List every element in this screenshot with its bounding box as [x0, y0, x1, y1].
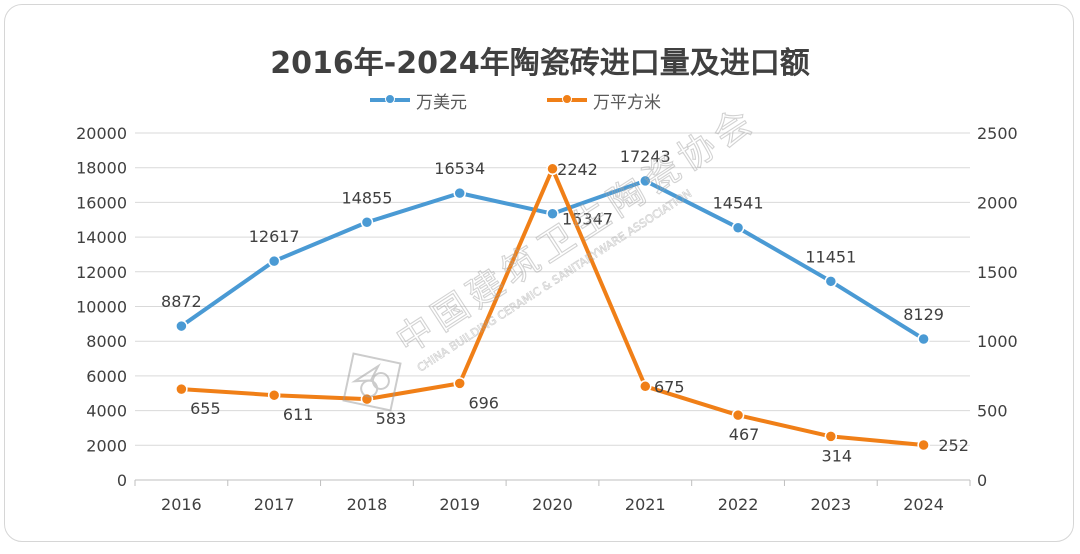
series-2-point — [917, 438, 930, 452]
y-left-tick-label: 12000 — [76, 263, 127, 282]
data-label-series-2: 655 — [190, 399, 221, 418]
legend-label-series-2: 万平方米 — [593, 92, 661, 113]
series-2-point — [639, 380, 652, 393]
series-2-point — [824, 430, 838, 443]
y-left-tick-label: 16000 — [76, 193, 127, 212]
x-tick-label: 2023 — [810, 495, 851, 514]
y-right-tick-label: 1500 — [977, 263, 1018, 282]
y-left-tick-label: 8000 — [86, 332, 127, 351]
x-tick-label: 2016 — [161, 495, 202, 514]
x-tick-label: 2019 — [439, 495, 480, 514]
data-label-series-2: 314 — [822, 446, 853, 465]
y-right-tick-label: 1000 — [977, 332, 1018, 351]
x-tick-label: 2020 — [532, 495, 573, 514]
y-left-tick-label: 14000 — [76, 228, 127, 247]
data-label-series-2: 252 — [938, 436, 969, 455]
data-label-series-1: 17243 — [620, 147, 671, 166]
data-label-series-1: 14855 — [341, 188, 392, 207]
legend-item-series-2: 万平方米 — [547, 88, 661, 113]
data-label-series-1: 12617 — [249, 227, 300, 246]
y-right-tick-label: 2000 — [977, 193, 1018, 212]
legend: 万美元 万平方米 — [370, 88, 741, 113]
data-label-series-1: 8129 — [903, 305, 944, 324]
data-label-series-2: 675 — [654, 377, 685, 396]
x-tick-label: 2018 — [347, 495, 388, 514]
series-1-point — [917, 332, 930, 346]
x-tick-label: 2022 — [718, 495, 759, 514]
y-left-tick-label: 18000 — [76, 159, 127, 178]
series-1-point — [453, 186, 466, 200]
y-left-tick-label: 4000 — [86, 402, 127, 421]
x-tick-label: 2021 — [625, 495, 666, 514]
series-1-point — [360, 216, 374, 229]
series-2-point — [175, 382, 188, 396]
legend-swatch-series-1 — [370, 94, 410, 104]
data-label-series-1: 8872 — [161, 292, 202, 311]
y-right-tick-label: 2500 — [977, 124, 1018, 143]
data-label-series-2: 583 — [376, 409, 407, 428]
data-label-series-1: 16534 — [434, 159, 485, 178]
series-1-point — [824, 275, 838, 288]
series-1-point — [639, 174, 652, 188]
data-label-series-2: 2242 — [557, 160, 598, 179]
series-1-point — [267, 254, 281, 268]
x-tick-label: 2017 — [254, 495, 295, 514]
series-1-point — [731, 221, 745, 234]
series-1-point — [546, 207, 559, 220]
data-label-series-1: 14541 — [713, 194, 764, 213]
y-left-tick-label: 2000 — [86, 436, 127, 455]
y-left-tick-label: 0 — [117, 471, 127, 490]
data-label-series-2: 611 — [283, 405, 314, 424]
data-label-series-2: 467 — [729, 425, 760, 444]
data-label-series-2: 696 — [468, 393, 499, 412]
series-2-point — [267, 388, 281, 402]
y-left-tick-label: 20000 — [76, 124, 127, 143]
legend-label-series-1: 万美元 — [416, 92, 467, 113]
chart-title: 2016年-2024年陶瓷砖进口量及进口额 — [270, 46, 810, 81]
x-tick-label: 2024 — [903, 495, 944, 514]
series-2-point — [360, 392, 374, 406]
y-left-tick-label: 10000 — [76, 298, 127, 317]
legend-swatch-series-2 — [547, 94, 587, 104]
series-2-point — [546, 162, 559, 176]
y-right-tick-label: 0 — [977, 471, 987, 490]
chart-frame — [4, 4, 1074, 542]
data-label-series-1: 11451 — [805, 247, 856, 266]
series-2-point — [731, 408, 745, 422]
legend-item-series-1: 万美元 — [370, 88, 467, 113]
y-left-tick-label: 6000 — [86, 367, 127, 386]
series-2-point — [453, 377, 466, 390]
series-1-point — [175, 319, 188, 333]
y-right-tick-label: 500 — [977, 402, 1008, 421]
